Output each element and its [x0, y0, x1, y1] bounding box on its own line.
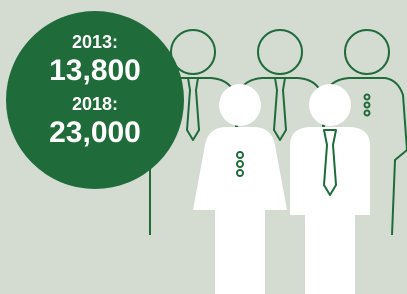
infographic: 2013: 13,800 2018: 23,000	[0, 0, 407, 294]
value: 23,000	[49, 116, 141, 149]
year: 2013:	[72, 32, 118, 52]
head	[219, 84, 261, 126]
year: 2018:	[72, 94, 118, 114]
value: 13,800	[49, 54, 141, 87]
head	[309, 84, 351, 126]
